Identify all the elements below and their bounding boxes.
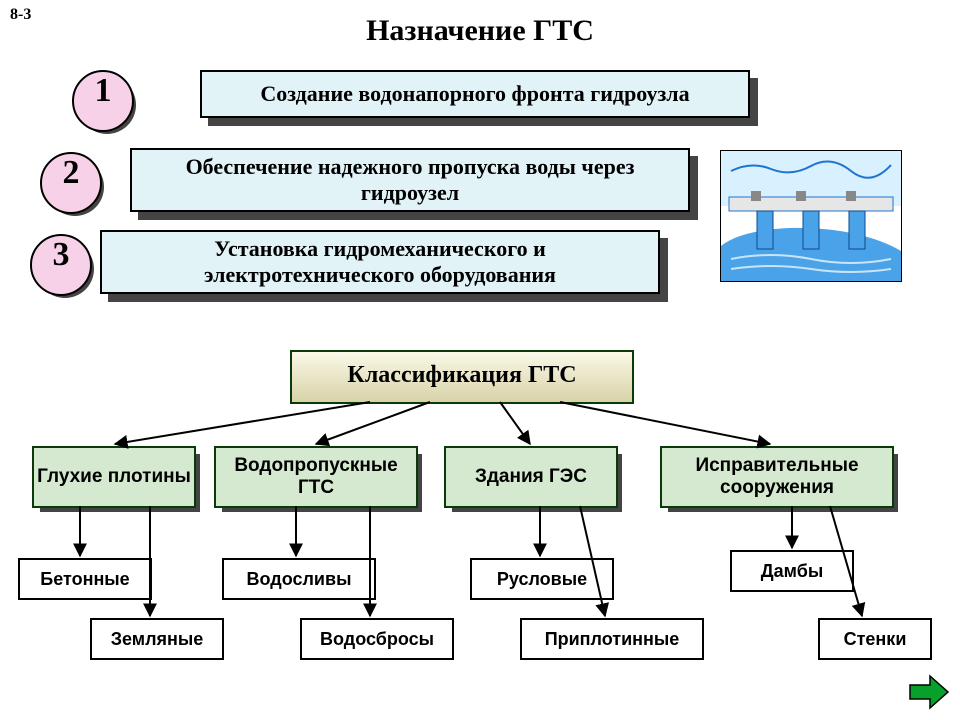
purpose-3: Установка гидромеханического и электроте…	[100, 230, 660, 294]
category-1: Глухие плотины	[32, 446, 196, 508]
classification-header: Классификация ГТС	[290, 350, 634, 404]
leaf-ruslovye: Русловые	[470, 558, 614, 600]
circle-3: 3	[30, 234, 92, 296]
category-2: Водопропускные ГТС	[214, 446, 418, 508]
leaf-zemlyanye: Земляные	[90, 618, 224, 660]
leaf-stenki: Стенки	[818, 618, 932, 660]
purpose-2: Обеспечение надежного пропуска воды чере…	[130, 148, 690, 212]
dam-illustration	[720, 150, 902, 282]
leaf-priplotinnye: Приплотинные	[520, 618, 704, 660]
leaf-vodoslivy: Водосливы	[222, 558, 376, 600]
slide-title: Назначение ГТС	[0, 14, 960, 48]
circle-2: 2	[40, 152, 102, 214]
leaf-damby: Дамбы	[730, 550, 854, 592]
category-4: Исправительные сооружения	[660, 446, 894, 508]
next-slide-arrow[interactable]	[908, 674, 950, 710]
purpose-1: Создание водонапорного фронта гидроузла	[200, 70, 750, 118]
category-3: Здания ГЭС	[444, 446, 618, 508]
circle-1: 1	[72, 70, 134, 132]
leaf-vodosbrosy: Водосбросы	[300, 618, 454, 660]
leaf-betonnye: Бетонные	[18, 558, 152, 600]
